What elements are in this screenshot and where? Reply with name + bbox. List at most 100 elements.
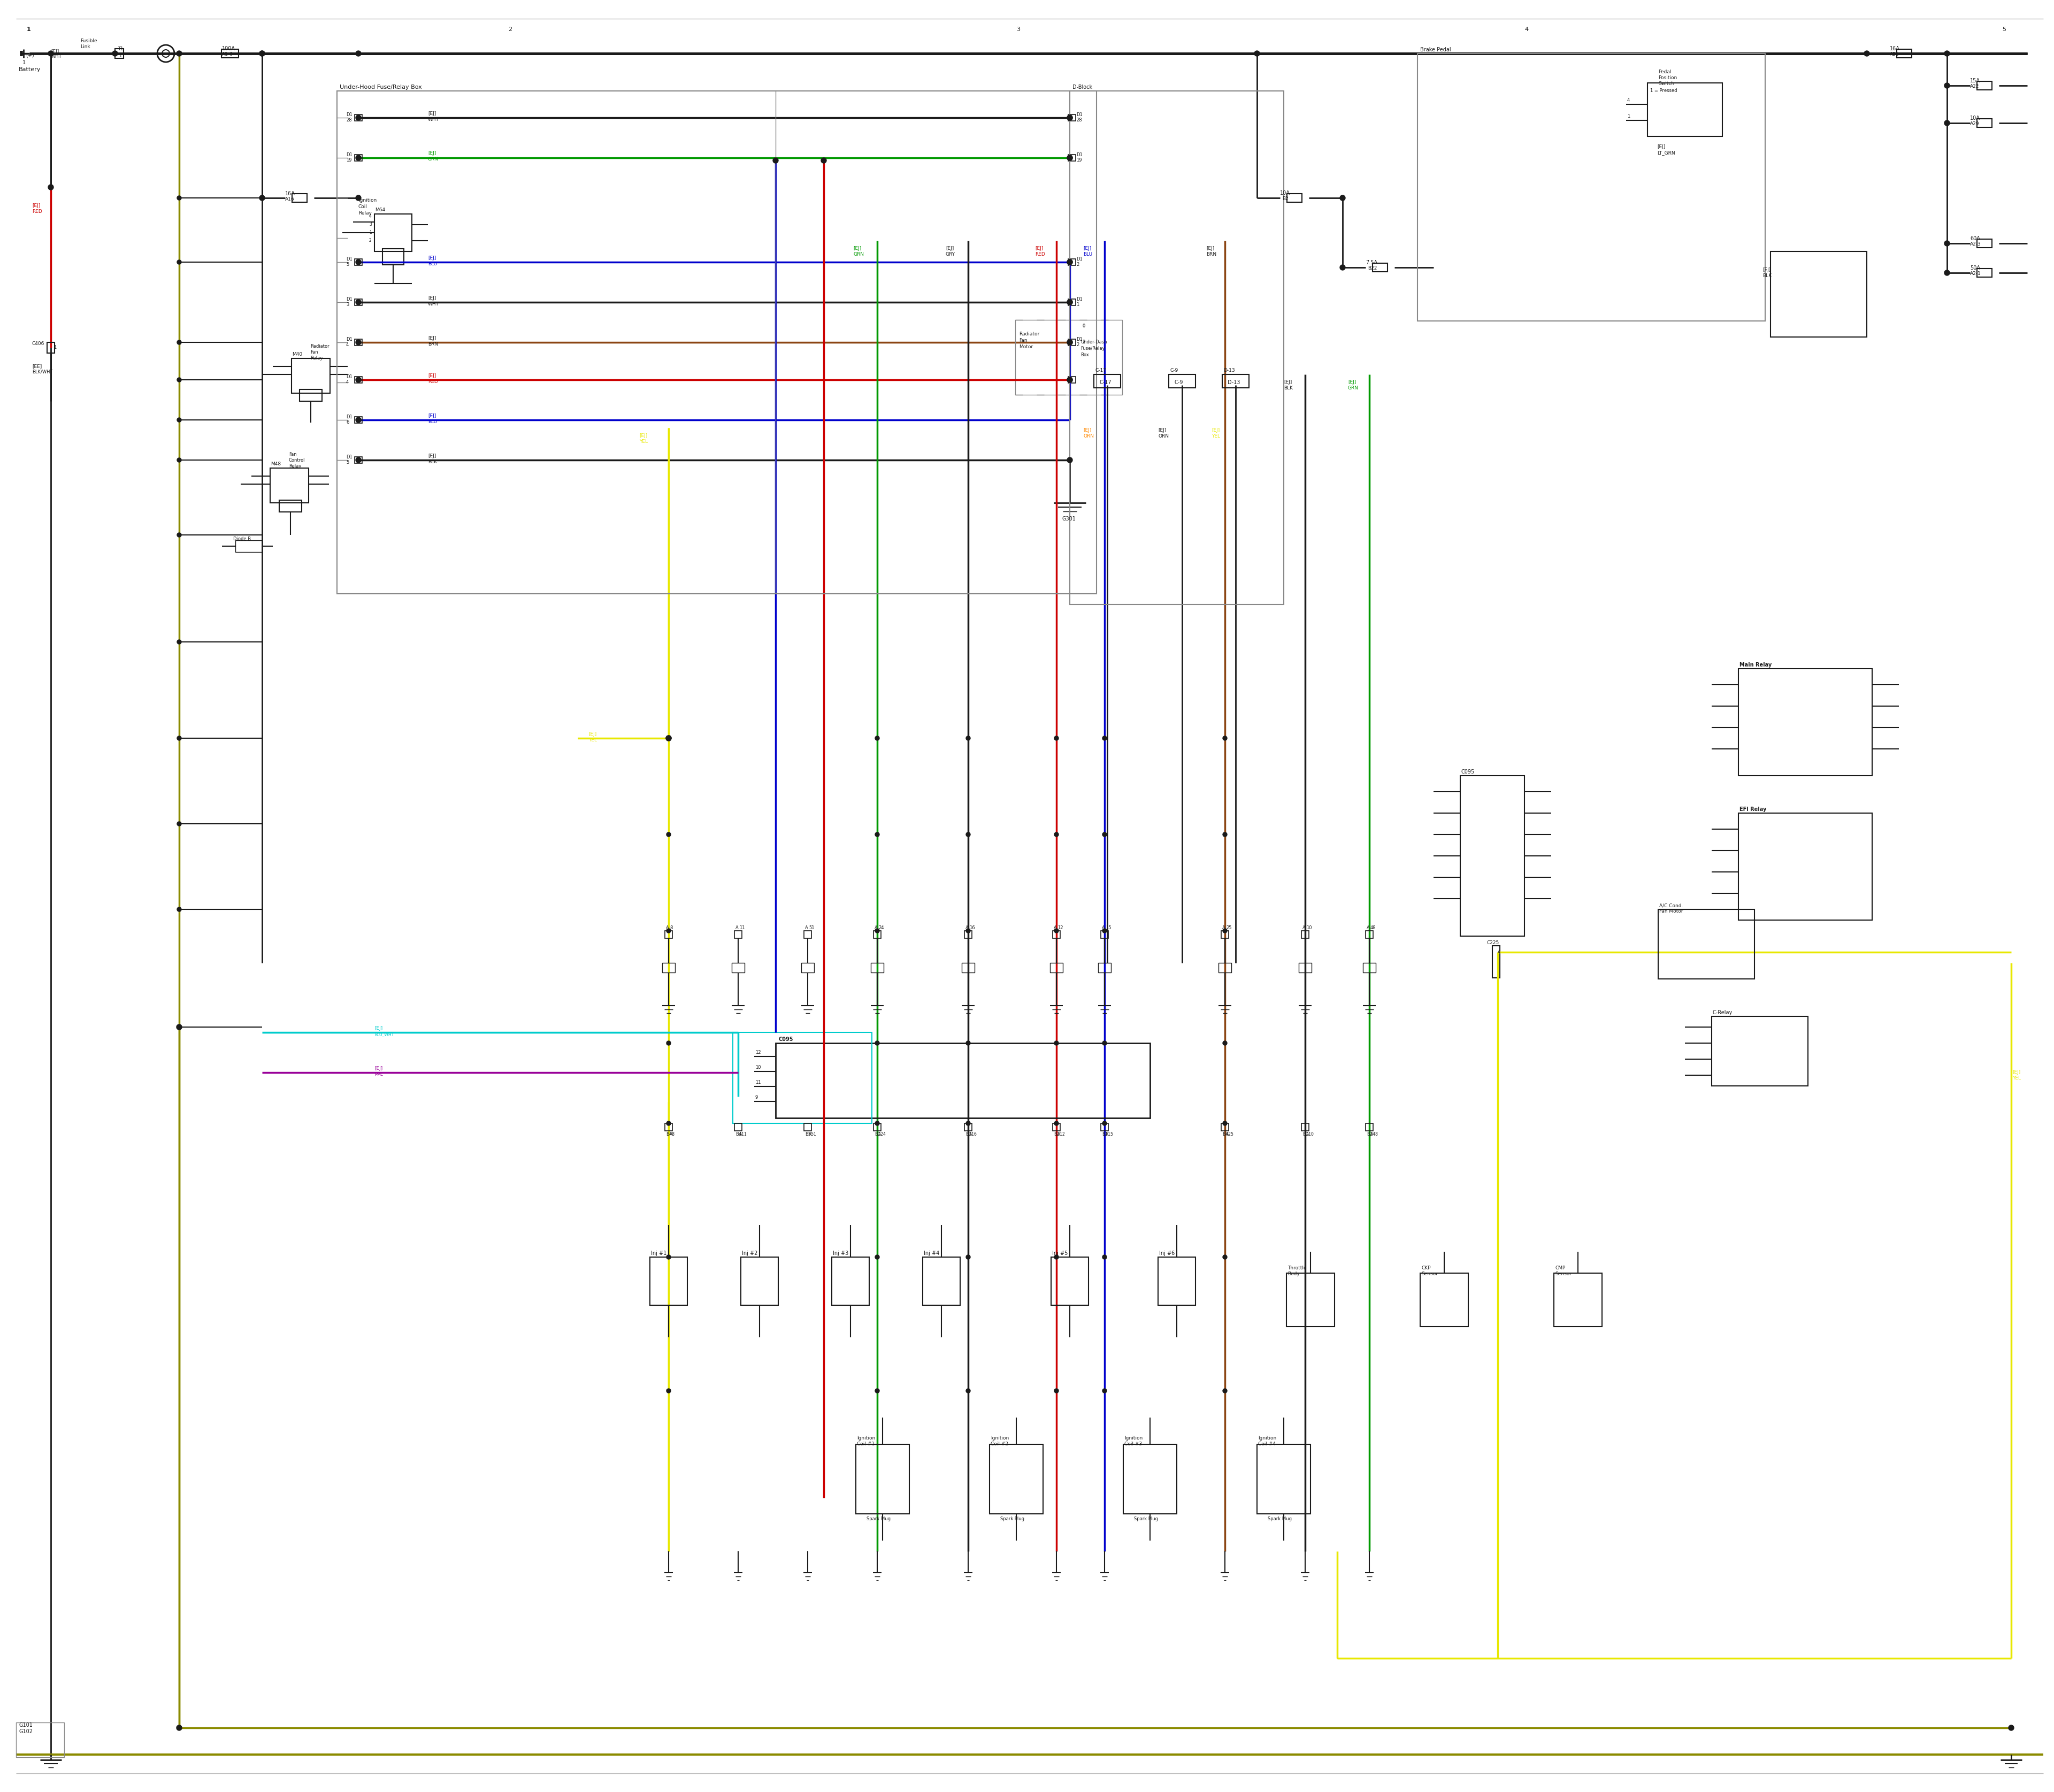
- Text: 16A: 16A: [1890, 47, 1900, 52]
- Bar: [832, 1256, 869, 1305]
- Bar: [961, 962, 974, 973]
- Text: Sensor: Sensor: [1421, 1272, 1438, 1276]
- Bar: [292, 358, 331, 392]
- Text: Coil #4: Coil #4: [1257, 1441, 1276, 1446]
- Text: BRN: BRN: [1206, 253, 1216, 256]
- Bar: [374, 213, 413, 251]
- Circle shape: [875, 831, 879, 837]
- Text: 3: 3: [345, 303, 349, 306]
- Circle shape: [1945, 271, 1949, 276]
- Text: [EJ]: [EJ]: [427, 373, 435, 378]
- Circle shape: [177, 640, 181, 643]
- Text: RED: RED: [427, 380, 438, 383]
- Circle shape: [177, 1025, 181, 1029]
- Text: D1: D1: [1076, 152, 1082, 158]
- Text: A22: A22: [1970, 84, 1980, 90]
- Circle shape: [1945, 120, 1949, 125]
- Text: 24: 24: [879, 925, 883, 930]
- Text: 2: 2: [507, 27, 511, 32]
- Bar: [990, 1444, 1043, 1514]
- Text: Ignition: Ignition: [990, 1435, 1009, 1441]
- Bar: [1288, 194, 1302, 202]
- Circle shape: [1054, 1041, 1058, 1045]
- Text: [EJ]: [EJ]: [33, 202, 41, 208]
- Text: Box: Box: [1080, 353, 1089, 357]
- Circle shape: [177, 907, 181, 912]
- Text: 4: 4: [1497, 950, 1501, 955]
- Text: 1: 1: [1076, 303, 1078, 306]
- Circle shape: [1339, 195, 1345, 201]
- Bar: [1896, 48, 1912, 57]
- Text: 4: 4: [345, 342, 349, 348]
- Bar: [1658, 909, 1754, 978]
- Circle shape: [355, 376, 362, 382]
- Text: YEL: YEL: [639, 439, 647, 444]
- Circle shape: [1068, 299, 1072, 305]
- Bar: [355, 376, 362, 383]
- Text: Relay: Relay: [357, 211, 372, 215]
- Text: [EJ]: [EJ]: [945, 246, 953, 251]
- Text: Ignition: Ignition: [1124, 1435, 1142, 1441]
- Text: 3: 3: [370, 222, 372, 228]
- Text: 25: 25: [1226, 925, 1232, 930]
- Bar: [735, 1124, 741, 1131]
- Circle shape: [875, 737, 879, 740]
- Text: [EJ]: [EJ]: [427, 256, 435, 260]
- Text: [EJ]: [EJ]: [852, 246, 861, 251]
- Text: Radiator: Radiator: [310, 344, 329, 349]
- Text: [EJ]: [EJ]: [587, 731, 596, 737]
- Bar: [801, 962, 813, 973]
- Text: Inj #1: Inj #1: [651, 1251, 668, 1256]
- Circle shape: [1068, 115, 1072, 120]
- Text: 48: 48: [1370, 925, 1376, 930]
- Text: Spark Plug: Spark Plug: [867, 1516, 891, 1521]
- Circle shape: [665, 928, 672, 934]
- Text: A: A: [965, 925, 969, 930]
- Text: A: A: [875, 925, 877, 930]
- Bar: [300, 389, 322, 401]
- Text: Ignition: Ignition: [857, 1435, 875, 1441]
- Circle shape: [1054, 831, 1058, 837]
- Text: RED: RED: [33, 210, 43, 213]
- Text: 6: 6: [345, 419, 349, 425]
- Bar: [741, 1256, 778, 1305]
- Circle shape: [665, 735, 672, 740]
- Bar: [292, 194, 306, 202]
- Text: 11: 11: [756, 1081, 760, 1084]
- Circle shape: [1068, 260, 1072, 265]
- Text: C-Relay: C-Relay: [1713, 1011, 1734, 1016]
- Text: Radiator: Radiator: [1019, 332, 1039, 337]
- Text: C095: C095: [778, 1038, 793, 1041]
- Bar: [355, 299, 362, 305]
- Circle shape: [875, 1389, 879, 1392]
- Text: Inj #3: Inj #3: [832, 1251, 848, 1256]
- Bar: [1976, 81, 1992, 90]
- Bar: [857, 1444, 910, 1514]
- Bar: [355, 115, 362, 120]
- Bar: [649, 1256, 688, 1305]
- Circle shape: [665, 737, 672, 740]
- Text: [EJ]: [EJ]: [1212, 428, 1220, 432]
- Text: A8: A8: [670, 1133, 676, 1136]
- Circle shape: [2009, 1726, 2013, 1731]
- Bar: [1419, 1272, 1469, 1326]
- Bar: [1068, 339, 1076, 346]
- Text: B5: B5: [805, 1133, 811, 1136]
- Circle shape: [1222, 1122, 1226, 1125]
- Text: 10A: 10A: [1280, 190, 1290, 195]
- Bar: [337, 91, 1097, 593]
- Circle shape: [1103, 737, 1107, 740]
- Circle shape: [875, 928, 879, 934]
- Circle shape: [1054, 1389, 1058, 1392]
- Bar: [1738, 668, 1871, 776]
- Circle shape: [177, 1726, 183, 1731]
- Bar: [1976, 118, 1992, 127]
- Bar: [1101, 1124, 1109, 1131]
- Circle shape: [1068, 376, 1072, 382]
- Text: Control: Control: [290, 459, 306, 462]
- Circle shape: [47, 185, 53, 190]
- Text: A48: A48: [1370, 1133, 1378, 1136]
- Text: Coil: Coil: [357, 204, 368, 210]
- Text: Under-Dash: Under-Dash: [1080, 340, 1107, 344]
- Text: B2: B2: [1366, 1133, 1372, 1136]
